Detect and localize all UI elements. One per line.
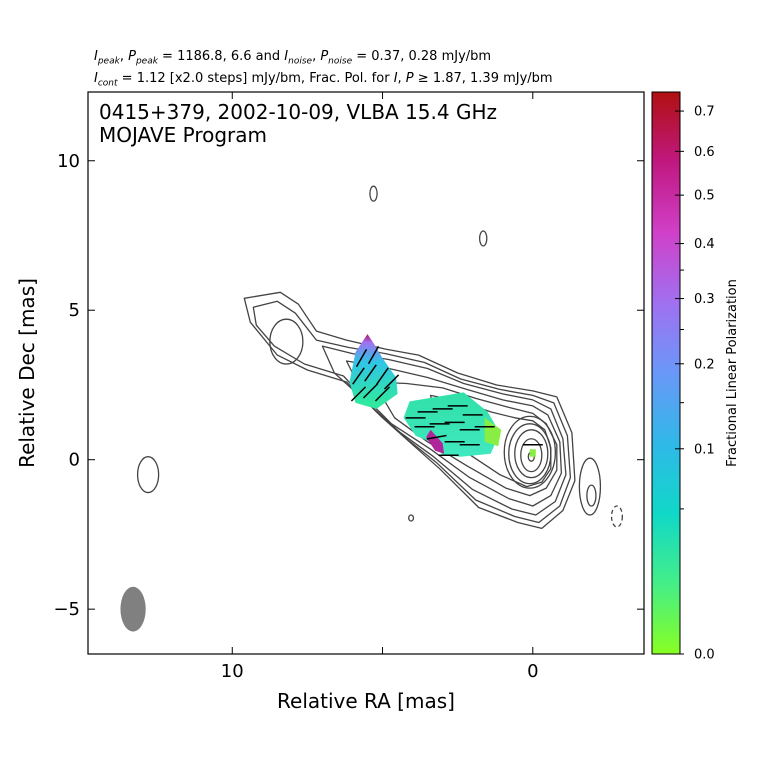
y-tick-label-3: 10 [57,151,80,172]
colorbar-tick-label-7: 0.7 [694,105,715,120]
header-and: and [255,49,281,64]
contour-island-7 [408,514,415,522]
evpa-vector-0-6 [362,383,379,399]
x-axis-label: Relative RA [mas] [277,689,455,713]
core-contour-1 [520,438,543,473]
colorbar-frame [651,91,681,655]
evpa-vector-0-8 [383,374,400,390]
y-axis-label: Relative Dec [mas] [15,278,39,468]
polarization-region-2 [529,449,536,457]
i-cont-subscript: cont [97,78,118,89]
evpa-vector-0-3 [364,364,377,382]
core-contour-4 [503,415,556,489]
core-contour-2 [514,429,549,479]
y-tick-label-1: 0 [69,450,80,471]
evpa-vector-0-4 [376,367,389,385]
jet-contour-2 [321,345,567,516]
jet-contour-0 [243,291,576,530]
contour-island-5 [586,484,597,507]
i-noise-subscript: noise [288,56,313,67]
i-symbol: I [94,49,98,64]
contour-layer [136,185,624,530]
p-noise-subscript: noise [328,56,353,67]
core-contour-3 [508,423,552,485]
jet-contour-1 [252,300,572,524]
noise-values: 0.37, 0.28 mJy/bm [371,49,492,64]
jet-contour-3 [345,360,563,507]
beam-ellipse [120,586,146,632]
chart-title-line1: 0415+379, 2002-10-09, VLBA 15.4 GHz [99,100,497,124]
negative-contour-6 [610,505,624,528]
colorbar [652,92,680,654]
x-tick-label-2: 0 [527,661,538,682]
contour-text: 1.12 [x2.0 steps] mJy/bm, Frac. Pol. for [136,71,390,86]
i-subscript: peak [97,56,120,67]
plot-frame [87,91,645,655]
colorbar-tick-label-6: 0.6 [694,145,715,160]
x-axis-ticks: 10 0 [221,92,539,682]
i-noise-symbol: I [284,49,289,64]
contour-island-1 [136,456,160,494]
beam-layer [120,586,146,632]
p-subscript: peak [135,56,158,67]
colorbar-tick-label-2: 0.2 [694,357,715,372]
chart-title-line2: MOJAVE Program [99,123,267,147]
p-symbol: P [128,49,136,64]
contour-island-2 [369,185,378,202]
i-pol-symbol: I [393,71,398,86]
threshold-text: 1.87, 1.39 mJy/bm [432,71,553,86]
contour-island-0 [269,318,304,365]
evpa-vector-0-1 [367,346,380,365]
peak-values: 1186.8, 6.6 [177,49,252,64]
header-line-2: Icont = 1.12 [x2.0 steps] mJy/bm, Frac. … [94,71,553,89]
evpa-vector-0-7 [374,386,391,402]
contour-island-4 [578,457,602,516]
p-pol-symbol: P [405,71,414,86]
y-tick-label-0: −5 [53,599,80,620]
y-tick-label-2: 5 [69,300,80,321]
evpa-vector-0-5 [350,386,367,402]
polarization-accent-1-1 [484,417,502,447]
header-line-1: Ipeak, Ppeak = 1186.8, 6.6 and Inoise, P… [94,49,492,67]
polarization-region-0 [349,334,398,409]
evpa-vector-1-10 [426,434,447,440]
contour-island-3 [478,230,488,247]
evpa-vector-layer [350,346,543,456]
colorbar-tick-label-4: 0.4 [694,237,715,252]
y-axis-ticks: −5 0 5 10 [53,151,644,620]
colorbar-tick-label-5: 0.5 [694,189,715,204]
colorbar-label: Fractional Linear Polarization [725,279,740,467]
colorbar-tick-label-0: 0.0 [694,648,715,663]
colorbar-ticks: 0.0 0.1 0.2 0.3 0.4 0.5 0.6 0.7 [675,105,715,663]
colorbar-tick-label-1: 0.1 [694,442,715,457]
colorbar-tick-label-3: 0.3 [694,292,715,307]
polarization-accent-1-0 [426,429,445,454]
evpa-vector-0-2 [352,367,365,385]
plot-area [120,185,624,632]
x-tick-label-0: 10 [221,661,244,682]
evpa-vector-0-0 [355,349,368,368]
p-noise-symbol: P [320,49,329,64]
i-cont-symbol: I [94,71,98,86]
polarization-region-1 [403,392,500,457]
